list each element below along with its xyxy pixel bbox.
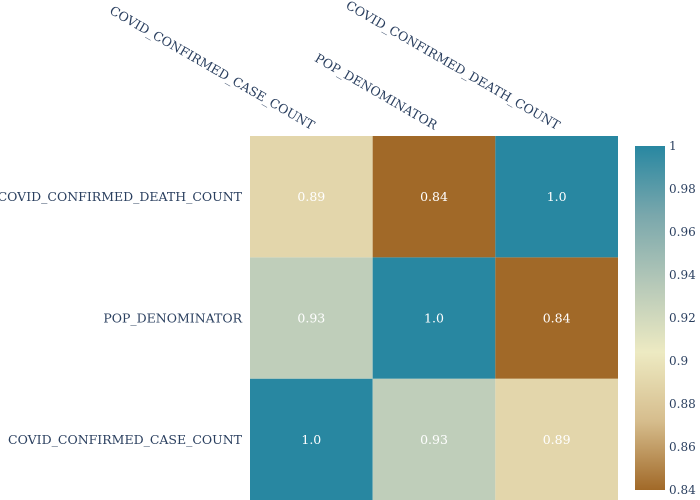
colorbar-tick-label: 1 [669,139,677,153]
cell-value-label: 0.89 [543,432,571,447]
heatmap-cell-covid-confirmed-case-count-covid-confirmed-death-count [495,378,618,500]
heatmap-cell-covid-confirmed-case-count-covid-confirmed-case-count [250,378,373,500]
heatmap-cell-pop-denominator-covid-confirmed-death-count [495,257,618,379]
x-tick-label: COVID_CONFIRMED_DEATH_COUNT [344,0,564,133]
colorbar: 0.84 0.86 0.88 0.9 0.92 0.94 0.96 0.98 1 [635,139,696,497]
cell-value-label: 0.93 [420,432,448,447]
heatmap-cell-covid-confirmed-case-count-pop-denominator [372,378,496,500]
colorbar-tick-label: 0.96 [669,225,696,239]
heatmap-cell-covid-confirmed-death-count-covid-confirmed-death-count [495,136,618,258]
heatmap-cell-pop-denominator-pop-denominator [372,257,496,379]
cell-value-label: 0.84 [543,311,571,326]
colorbar-tick-label: 0.9 [669,354,688,368]
x-axis-tick-labels: COVID_CONFIRMED_CASE_COUNTPOP_DENOMINATO… [107,0,563,133]
colorbar-tick-label: 0.94 [669,268,696,282]
colorbar-tick-label: 0.98 [669,182,696,196]
heatmap-cell-pop-denominator-covid-confirmed-case-count [250,257,373,379]
x-tick-label: POP_DENOMINATOR [312,50,440,133]
colorbar-tick-label: 0.88 [669,397,696,411]
y-tick-label: COVID_CONFIRMED_DEATH_COUNT [0,189,243,204]
cell-value-label: 0.84 [420,189,448,204]
x-tick-label: COVID_CONFIRMED_CASE_COUNT [107,3,318,133]
heatmap-cell-values: 1.0 0.93 0.89 0.93 1.0 0.84 0.89 0.84 1.0 [297,189,570,447]
colorbar-tick-labels: 0.84 0.86 0.88 0.9 0.92 0.94 0.96 0.98 1 [669,139,696,497]
colorbar-tick-label: 0.92 [669,311,696,325]
cell-value-label: 1.0 [547,189,567,204]
colorbar-tick-label: 0.84 [669,483,696,497]
cell-value-label: 1.0 [424,311,444,326]
heatmap-cells [250,136,618,500]
heatmap-cell-covid-confirmed-death-count-covid-confirmed-case-count [250,136,373,258]
colorbar-gradient [635,146,665,490]
colorbar-tick-label: 0.86 [669,440,696,454]
y-axis-tick-labels: COVID_CONFIRMED_CASE_COUNT POP_DENOMINATO… [0,189,243,447]
y-tick-label: POP_DENOMINATOR [103,311,242,326]
heatmap-cell-covid-confirmed-death-count-pop-denominator [372,136,496,258]
y-tick-label: COVID_CONFIRMED_CASE_COUNT [8,432,243,447]
cell-value-label: 0.93 [297,311,325,326]
cell-value-label: 0.89 [297,189,325,204]
cell-value-label: 1.0 [301,432,321,447]
